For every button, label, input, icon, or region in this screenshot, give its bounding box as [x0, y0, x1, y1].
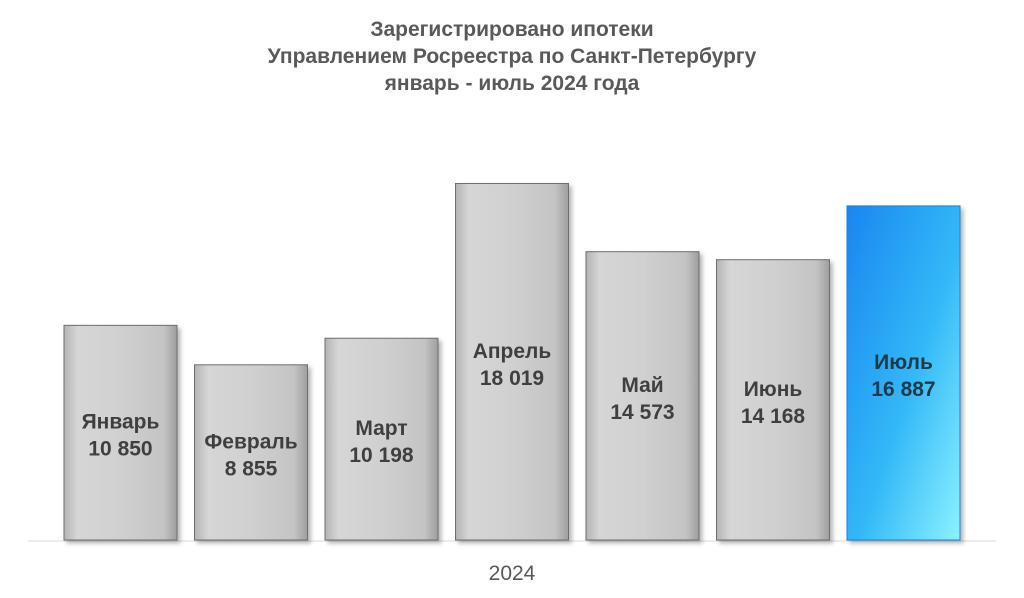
bar-category-label: Апрель	[473, 340, 552, 363]
bar-category-label: Январь	[82, 411, 160, 434]
chart-title-line-3: январь - июль 2024 года	[384, 72, 640, 95]
chart-title-line-2: Управлением Росреестра по Санкт-Петербур…	[267, 45, 757, 68]
chart-title: Зарегистрировано ипотеки Управлением Рос…	[0, 16, 1024, 97]
bar-value-label: 8 855	[225, 457, 278, 480]
bars-group: Январь 10 850 Февраль 8 855 Март 10 198 Апрель…	[63, 183, 961, 541]
bar-category-label: Февраль	[204, 430, 297, 453]
bar-value-label: 18 019	[480, 367, 544, 390]
bar-6	[716, 259, 830, 541]
bar-category-label: Июль	[874, 351, 933, 374]
bar-value-label: 16 887	[871, 378, 935, 401]
bar-category-label: Июнь	[744, 378, 803, 401]
bar-4	[455, 183, 569, 541]
chart-title-line-1: Зарегистрировано ипотеки	[370, 18, 654, 41]
bar-3	[324, 337, 439, 541]
bar-category-label: Май	[621, 374, 663, 397]
bar-2	[194, 364, 308, 541]
bar-value-label: 10 850	[88, 438, 152, 461]
bar-7	[846, 205, 961, 541]
bar-value-label: 14 573	[610, 401, 674, 424]
x-axis-label: 2024	[489, 562, 536, 585]
bar-1	[63, 324, 178, 541]
bar-5	[585, 251, 700, 541]
bar-value-label: 10 198	[349, 444, 414, 467]
bar-category-label: Март	[355, 417, 407, 440]
bar-value-label: 14 168	[741, 405, 806, 428]
